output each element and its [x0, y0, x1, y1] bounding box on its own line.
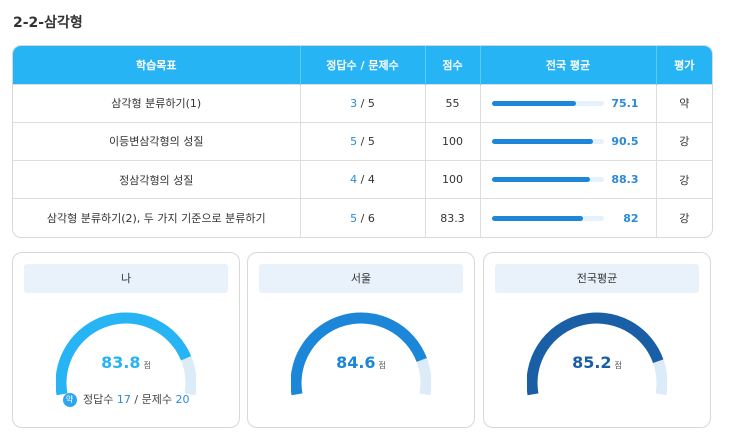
correct-count: 4: [350, 173, 358, 187]
score-gauge-card: 서울 84.6 점: [247, 252, 475, 428]
average-bar-fill: [491, 177, 591, 183]
total-count: 6: [367, 211, 375, 225]
score-value: 83.8: [101, 353, 141, 372]
total-count: 5: [367, 134, 375, 148]
separator: /: [360, 96, 365, 110]
total-count: 20: [175, 393, 190, 406]
correct-count: 5: [350, 211, 358, 225]
average-bar-track: [491, 100, 604, 106]
table-row: 정삼각형의 성질 4 / 4 100 88.3 강: [13, 159, 712, 199]
correct-total-cell: 5 / 6: [300, 198, 426, 237]
header-score: 점수: [425, 46, 481, 84]
table-header-row: 학습목표 정답수 / 문제수 점수 전국 평균 평가: [13, 46, 712, 84]
average-cell: 90.5: [480, 121, 657, 161]
correct-count: 3: [350, 96, 358, 110]
score-cell: 100: [425, 159, 481, 199]
average-value: 88.3: [611, 173, 639, 187]
table-row: 이등변삼각형의 성질 5 / 5 100 90.5 강: [13, 121, 712, 161]
score-display: 83.8 점: [13, 353, 239, 372]
card-title: 나: [24, 264, 228, 293]
separator: /: [134, 393, 139, 406]
average-bar-track: [491, 177, 604, 183]
separator: /: [360, 211, 365, 225]
header-national-average: 전국 평균: [480, 46, 657, 84]
correct-total-cell: 5 / 5: [300, 121, 426, 161]
score-table: 학습목표 정답수 / 문제수 점수 전국 평균 평가 삼각형 분류하기(1) 3…: [12, 45, 713, 238]
average-bar-track: [491, 138, 604, 144]
average-value: 90.5: [611, 134, 639, 148]
average-bar-fill: [491, 100, 576, 106]
grade-cell: 약: [656, 83, 712, 123]
grade-cell: 강: [656, 121, 712, 161]
average-cell: 75.1: [480, 83, 657, 123]
score-unit: 점: [614, 361, 622, 370]
card-title: 서울: [259, 264, 463, 293]
weak-badge: 약: [62, 393, 77, 407]
score-value: 84.6: [336, 353, 376, 372]
separator: /: [360, 134, 365, 148]
score-gauge-card: 전국평균 85.2 점: [483, 252, 711, 428]
separator: /: [360, 173, 365, 187]
score-gauge-card: 나 83.8 점 약 정답수 17 / 문제수 20: [12, 252, 240, 428]
score-gauge: [56, 312, 196, 396]
score-gauge: [291, 312, 431, 396]
score-cell: 55: [425, 83, 481, 123]
card-title: 전국평균: [495, 264, 699, 293]
table-row: 삼각형 분류하기(2), 두 가지 기준으로 분류하기 5 / 6 83.3 8…: [13, 198, 712, 237]
average-bar-fill: [491, 138, 593, 144]
average-value: 75.1: [611, 96, 639, 110]
score-cell: 83.3: [425, 198, 481, 237]
score-unit: 점: [143, 361, 151, 370]
average-bar-track: [491, 215, 604, 221]
score-display: 84.6 점: [248, 353, 474, 372]
grade-cell: 강: [656, 159, 712, 199]
score-gauge: [527, 312, 667, 396]
goal-cell: 삼각형 분류하기(1): [13, 83, 301, 123]
goal-cell: 이등변삼각형의 성질: [13, 121, 301, 161]
average-cell: 88.3: [480, 159, 657, 199]
grade-cell: 강: [656, 198, 712, 237]
score-cell: 100: [425, 121, 481, 161]
gauge-fill: [527, 312, 664, 396]
table-row: 삼각형 분류하기(1) 3 / 5 55 75.1 약: [13, 83, 712, 123]
correct-count: 5: [350, 134, 358, 148]
total-count: 4: [367, 173, 375, 187]
header-evaluation: 평가: [674, 58, 695, 72]
gauge-fill: [56, 312, 192, 396]
section-title: 2-2-삼각형: [13, 15, 83, 31]
goal-cell: 삼각형 분류하기(2), 두 가지 기준으로 분류하기: [13, 198, 301, 237]
total-label: 문제수: [141, 393, 172, 406]
score-value: 85.2: [572, 353, 612, 372]
gauge-fill: [291, 312, 427, 396]
correct-total-cell: 4 / 4: [300, 159, 426, 199]
header-goal: 학습목표: [13, 46, 301, 84]
average-bar-fill: [491, 215, 584, 221]
total-count: 5: [367, 96, 375, 110]
average-cell: 82: [480, 198, 657, 237]
count-summary: 약 정답수 17 / 문제수 20: [13, 391, 239, 407]
correct-total-cell: 3 / 5: [300, 83, 426, 123]
correct-label: 정답수: [83, 393, 114, 406]
header-correct-total: 정답수 / 문제수: [300, 46, 426, 84]
goal-cell: 정삼각형의 성질: [13, 159, 301, 199]
score-unit: 점: [378, 361, 386, 370]
average-value: 82: [623, 211, 639, 225]
correct-count: 17: [116, 393, 131, 406]
score-display: 85.2 점: [484, 353, 710, 372]
